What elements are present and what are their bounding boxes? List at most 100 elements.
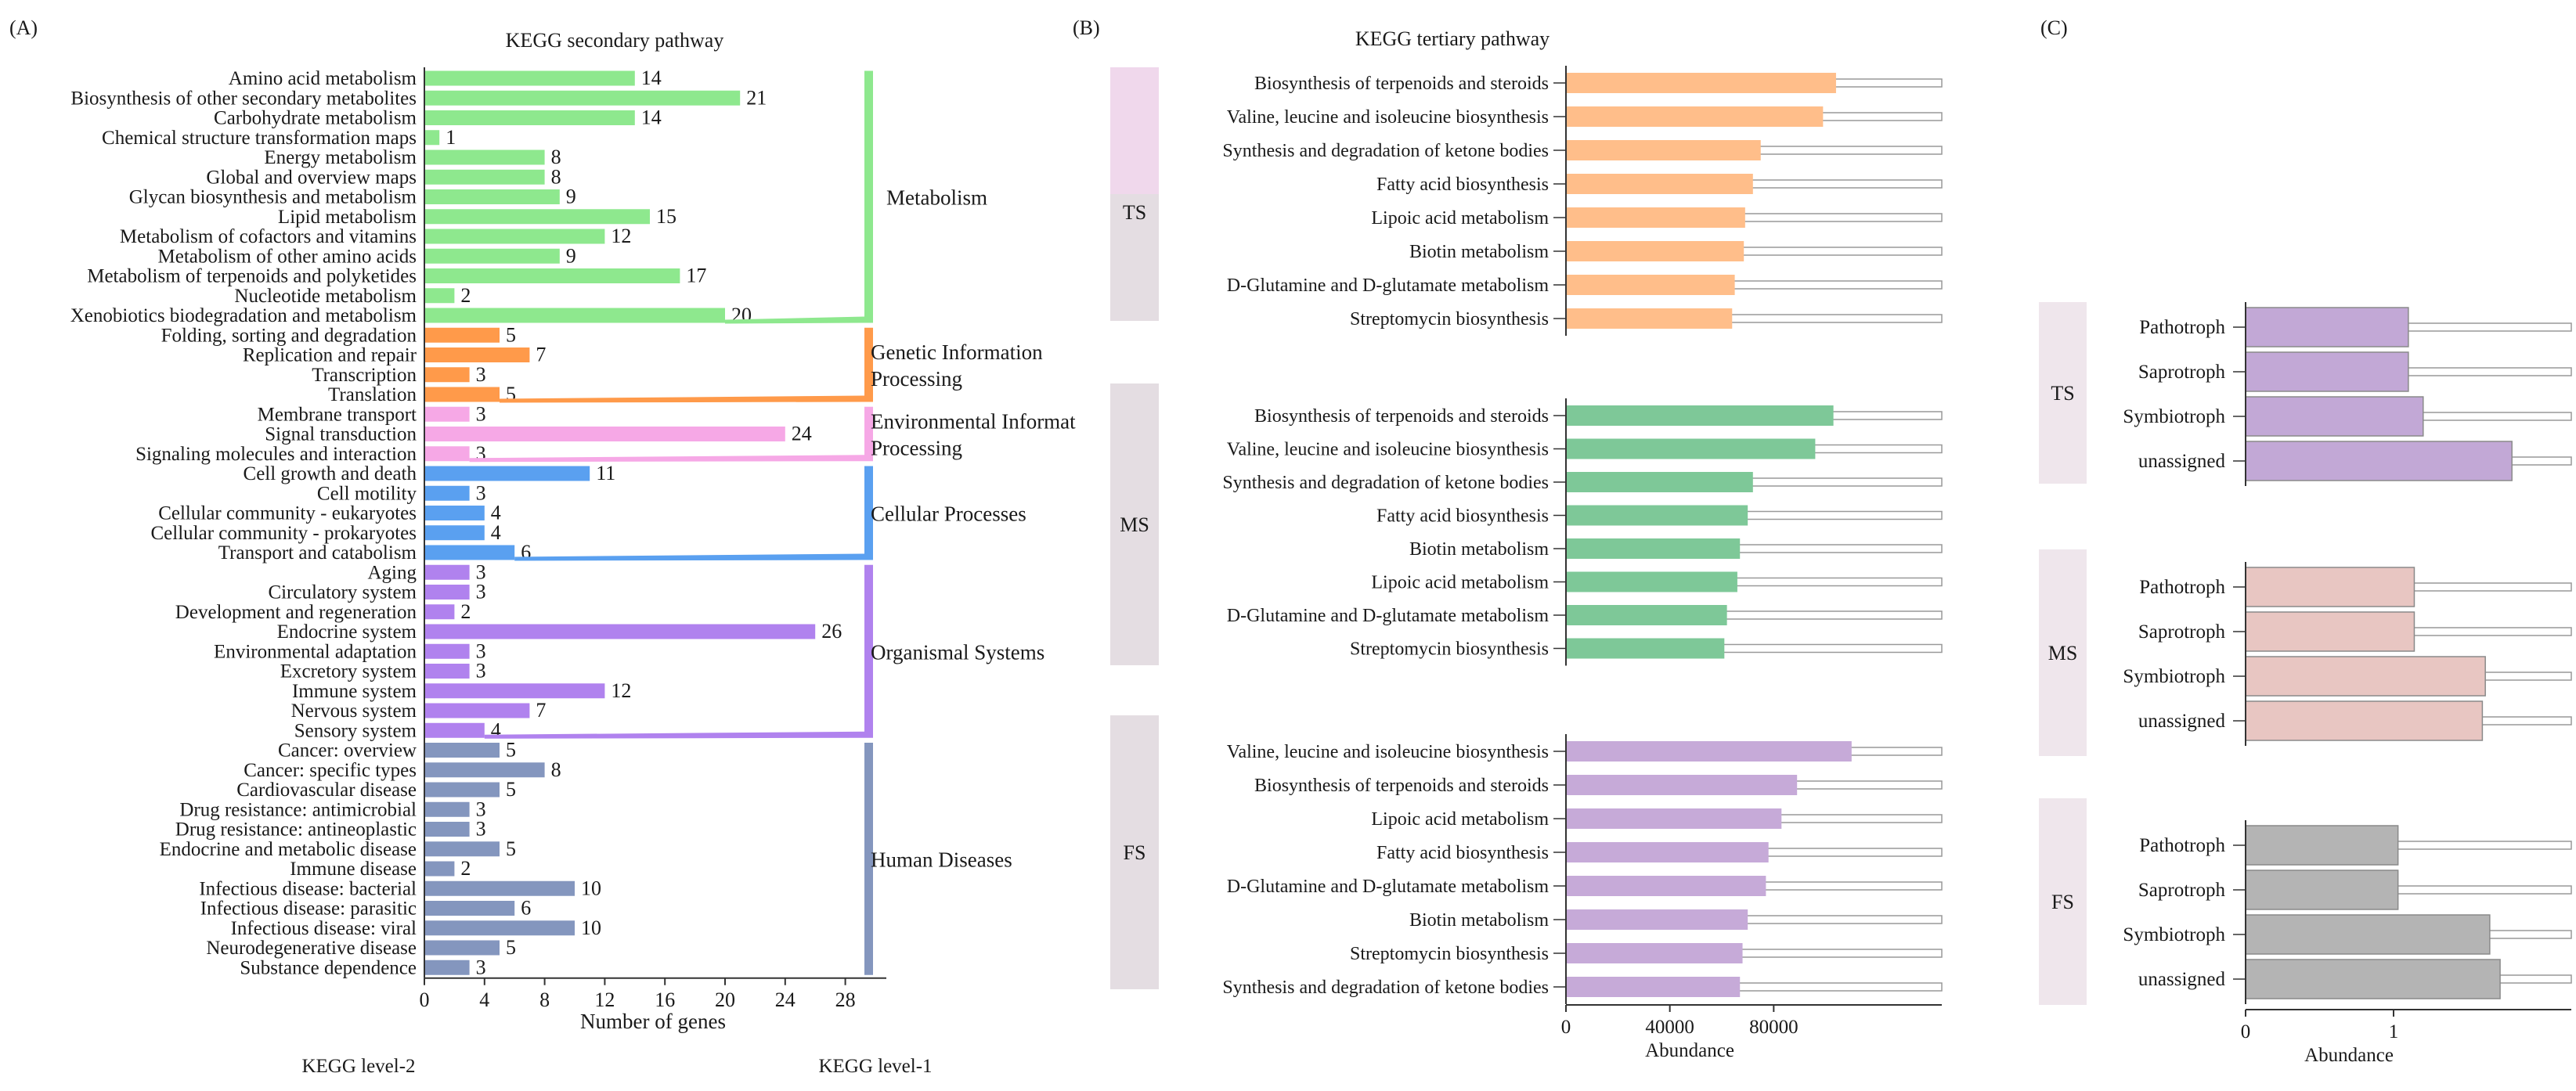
- value-label-cellular-community-prokaryotes: 4: [491, 521, 501, 544]
- bar-fs-symbiotroph: [2245, 914, 2491, 955]
- group-box-top-ts: [1110, 67, 1159, 194]
- value-label-infectious-disease-bacterial: 10: [581, 877, 601, 899]
- panel-c-chart: TS Pathotroph Saprotroph Symbiotroph unassig…: [2039, 302, 2572, 1042]
- group-box-fs: [1110, 715, 1159, 989]
- category-label-chemical-structure-transformation-maps: Chemical structure transformation maps: [102, 128, 417, 149]
- group-label-ms: MS: [2048, 642, 2078, 664]
- category-label-infectious-disease-bacterial: Infectious disease: bacterial: [199, 878, 417, 899]
- x-tick-label-1: 1: [2389, 1021, 2399, 1042]
- category-label-fs-unassigned: unassigned: [2138, 969, 2226, 990]
- category-label-metabolism-of-terpenoids-and-polyketides: Metabolism of terpenoids and polyketides: [87, 266, 417, 287]
- bar-ts-biosynthesis-of-terpenoids-and-steroids: [1566, 73, 1836, 93]
- category-label-xenobiotics-biodegradation-and-metabolism: Xenobiotics biodegradation and metabolis…: [70, 305, 417, 326]
- level1-bar-cellular-processes: [864, 466, 873, 560]
- level1-label-environmental-information-processing-0: Environmental Informat: [871, 410, 1076, 434]
- category-label-fs-synthesis-and-degradation-of-ketone-bodies: Synthesis and degradation of ketone bodi…: [1222, 978, 1549, 998]
- bar-ms-unassigned: [2245, 700, 2484, 741]
- bar-fs-lipoic-acid-metabolism: [1566, 808, 1782, 829]
- category-label-fs-pathotroph: Pathotroph: [2139, 835, 2225, 856]
- category-label-cellular-community-prokaryotes: Cellular community - prokaryotes: [150, 523, 417, 544]
- bar-nervous-system: [424, 703, 530, 718]
- bar-sensory-system: [424, 722, 485, 738]
- bar-transport-and-catabolism: [424, 545, 515, 560]
- value-label-drug-resistance-antimicrobial: 3: [476, 798, 486, 820]
- category-label-nervous-system: Nervous system: [291, 700, 417, 722]
- bar-translation: [424, 387, 500, 402]
- panel-a-title: KEGG secondary pathway: [506, 29, 724, 52]
- x-tick-label-40000: 40000: [1645, 1017, 1694, 1038]
- value-label-endocrine-system: 26: [821, 620, 842, 643]
- category-label-ms-d-glutamine-and-d-glutamate-metabolism: D-Glutamine and D-glutamate metabolism: [1227, 606, 1550, 626]
- value-label-substance-dependence: 3: [476, 956, 486, 978]
- level1-label-metabolism-0: Metabolism: [886, 186, 987, 210]
- value-label-infectious-disease-viral: 10: [581, 916, 601, 939]
- category-label-ms-streptomycin-biosynthesis: Streptomycin biosynthesis: [1350, 639, 1549, 660]
- bar-membrane-transport: [424, 406, 470, 422]
- level1-label-environmental-information-processing-1: Processing: [871, 437, 962, 460]
- bar-chemical-structure-transformation-maps: [424, 130, 440, 146]
- x-tick-label-16: 16: [655, 988, 675, 1011]
- bar-ms-lipoic-acid-metabolism: [1566, 571, 1737, 592]
- category-label-fs-saprotroph: Saprotroph: [2138, 880, 2226, 901]
- bar-fs-biotin-metabolism: [1566, 909, 1748, 930]
- panel-c-xlabel: Abundance: [2304, 1045, 2394, 1066]
- bar-infectious-disease-viral: [424, 920, 575, 936]
- category-label-fs-lipoic-acid-metabolism: Lipoic acid metabolism: [1371, 809, 1549, 830]
- category-label-ts-streptomycin-biosynthesis: Streptomycin biosynthesis: [1350, 309, 1549, 329]
- level1-bar-genetic-information-processing: [864, 327, 873, 402]
- panel-a-label: (A): [9, 16, 38, 39]
- level1-label-genetic-information-processing-0: Genetic Information: [871, 340, 1043, 364]
- category-label-cancer-specific-types: Cancer: specific types: [244, 760, 417, 781]
- value-label-metabolism-of-other-amino-acids: 9: [566, 244, 576, 267]
- value-label-amino-acid-metabolism: 14: [641, 67, 662, 89]
- bar-substance-dependence: [424, 960, 470, 975]
- bar-carbohydrate-metabolism: [424, 110, 635, 125]
- group-label-ms: MS: [1120, 513, 1149, 536]
- bar-amino-acid-metabolism: [424, 70, 635, 86]
- category-label-endocrine-system: Endocrine system: [277, 621, 417, 643]
- category-label-drug-resistance-antineoplastic: Drug resistance: antineoplastic: [175, 819, 417, 841]
- category-label-cell-growth-and-death: Cell growth and death: [244, 463, 417, 484]
- value-label-cardiovascular-disease: 5: [506, 778, 516, 801]
- value-label-biosynthesis-of-other-secondary-metabolites: 21: [746, 86, 767, 109]
- bar-neurodegenerative-disease: [424, 940, 500, 956]
- bar-cell-growth-and-death: [424, 466, 590, 481]
- bar-cellular-community-prokaryotes: [424, 525, 485, 541]
- x-tick-label-20: 20: [715, 988, 735, 1011]
- value-label-immune-system: 12: [611, 679, 631, 702]
- bar-fs-streptomycin-biosynthesis: [1566, 943, 1743, 963]
- panel-b-xlabel: Abundance: [1645, 1040, 1734, 1061]
- bar-fs-biosynthesis-of-terpenoids-and-steroids: [1566, 775, 1798, 795]
- level1-connector-metabolism: [725, 316, 864, 324]
- value-label-cellular-community-eukaryotes: 4: [491, 502, 501, 524]
- category-label-ms-fatty-acid-biosynthesis: Fatty acid biosynthesis: [1376, 506, 1549, 527]
- bar-signaling-molecules-and-interaction: [424, 446, 470, 462]
- bar-ts-unassigned: [2245, 441, 2513, 481]
- panel-b-label: (B): [1073, 16, 1100, 39]
- value-label-global-and-overview-maps: 8: [551, 165, 561, 188]
- bar-cancer-overview: [424, 743, 500, 758]
- category-label-cardiovascular-disease: Cardiovascular disease: [236, 780, 417, 801]
- category-label-ms-unassigned: unassigned: [2138, 711, 2226, 732]
- group-label-ts: TS: [2051, 382, 2074, 405]
- bar-ts-streptomycin-biosynthesis: [1566, 308, 1733, 329]
- bar-signal-transduction: [424, 427, 785, 441]
- category-label-development-and-regeneration: Development and regeneration: [175, 602, 417, 623]
- bar-glycan-biosynthesis-and-metabolism: [424, 189, 560, 204]
- bar-ms-pathotroph: [2245, 567, 2415, 607]
- group-box-ts: [1110, 194, 1159, 321]
- bar-cell-motility: [424, 485, 470, 501]
- category-label-infectious-disease-viral: Infectious disease: viral: [231, 918, 417, 939]
- group-box-ms: [1110, 383, 1159, 665]
- group-box-fs: [2039, 798, 2087, 1005]
- bar-infectious-disease-bacterial: [424, 880, 575, 896]
- value-label-drug-resistance-antineoplastic: 3: [476, 818, 486, 841]
- level1-connector-genetic-information-processing: [500, 395, 864, 403]
- panel-b-title: KEGG tertiary pathway: [1355, 27, 1550, 50]
- bar-excretory-system: [424, 664, 470, 679]
- bar-metabolism-of-other-amino-acids: [424, 248, 560, 264]
- category-label-excretory-system: Excretory system: [280, 661, 417, 682]
- x-tick-label-12: 12: [594, 988, 615, 1011]
- category-label-cancer-overview: Cancer: overview: [278, 740, 417, 762]
- category-label-metabolism-of-cofactors-and-vitamins: Metabolism of cofactors and vitamins: [120, 226, 417, 247]
